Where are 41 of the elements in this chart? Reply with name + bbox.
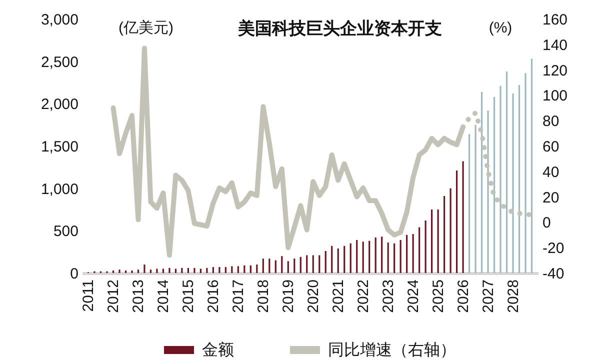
y2-tick-label: 120 <box>542 62 568 80</box>
y2-tick-label: 20 <box>542 189 560 206</box>
x-tick-label: 2027 <box>480 280 498 313</box>
y2-tick-label: -40 <box>542 266 564 282</box>
y-axis-title: (亿美元) <box>118 20 174 36</box>
x-tick-label: 2012 <box>105 280 122 313</box>
x-tick-label: 2024 <box>405 280 422 313</box>
y-tick-label: 1,000 <box>40 180 78 198</box>
chart-title: 美国科技巨头企业资本开支 <box>237 19 442 38</box>
y2-tick-label: -20 <box>542 240 564 258</box>
y2-tick-label: 160 <box>542 12 568 28</box>
y2-tick-label: 100 <box>542 88 568 105</box>
x-tick-label: 2011 <box>80 280 98 312</box>
x-tick-label: 2028 <box>505 280 522 313</box>
y2-axis-title: (%) <box>488 20 512 36</box>
x-tick-label: 2015 <box>180 280 198 313</box>
y-tick-label: 1,500 <box>40 138 78 156</box>
x-tick-label: 2022 <box>355 280 372 313</box>
x-tick-label: 2026 <box>455 280 472 313</box>
y-tick-label: 2,500 <box>40 54 78 71</box>
x-tick-label: 2021 <box>330 280 348 313</box>
y-tick-label: 500 <box>53 223 78 240</box>
legend-label: 金额 <box>202 341 234 359</box>
y2-tick-label: 140 <box>542 36 568 54</box>
y-tick-label: 3,000 <box>40 12 78 28</box>
x-tick-label: 2014 <box>155 280 172 313</box>
x-tick-label: 2016 <box>205 280 222 313</box>
x-tick-label: 2017 <box>230 280 248 313</box>
y2-tick-label: 40 <box>542 164 560 181</box>
x-tick-label: 2018 <box>255 280 272 313</box>
y2-tick-label: 60 <box>542 138 560 156</box>
y-tick-label: 0 <box>70 266 78 282</box>
x-tick-label: 2013 <box>130 280 148 313</box>
x-tick-label: 2019 <box>280 280 298 313</box>
y2-tick-label: 0 <box>542 214 551 232</box>
legend-label: 同比增速（右轴） <box>328 341 456 359</box>
x-tick-label: 2020 <box>305 280 322 313</box>
x-tick-label: 2023 <box>380 280 398 313</box>
y2-tick-label: 80 <box>542 113 560 130</box>
y-tick-label: 2,000 <box>40 96 78 114</box>
x-tick-label: 2025 <box>430 280 448 313</box>
